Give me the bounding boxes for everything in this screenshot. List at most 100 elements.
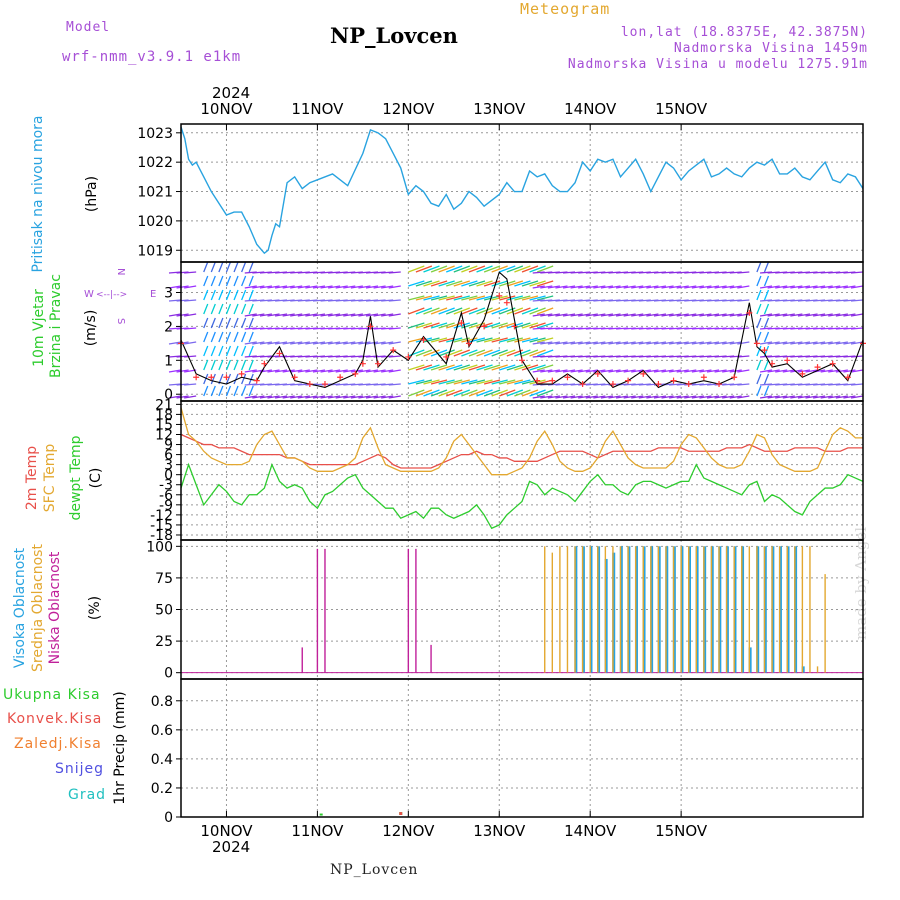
- wind-barb: [225, 289, 232, 301]
- wind-barb: [423, 265, 440, 273]
- wind-barb: [468, 389, 486, 397]
- cloud-bar: [581, 546, 585, 673]
- wind-barb: [305, 341, 318, 345]
- gust-marker: [511, 323, 518, 330]
- y-tick-label: 15: [155, 417, 173, 433]
- wind-barb: [267, 313, 280, 317]
- gust-marker: [746, 309, 753, 316]
- wind-barb: [373, 285, 386, 289]
- pressure-line: [180, 126, 864, 255]
- wind-barb: [570, 395, 583, 399]
- wind-barb: [483, 265, 501, 273]
- wind-barb: [438, 307, 455, 315]
- wind-barb: [763, 385, 770, 397]
- wind-barb: [499, 322, 516, 329]
- wind-barb: [775, 285, 788, 289]
- grid-layer: [181, 124, 863, 818]
- cloud-bar: [718, 546, 722, 673]
- wind-barb: [461, 280, 478, 287]
- wind-barb: [184, 395, 197, 399]
- wind-barb: [168, 285, 182, 289]
- wind-barb: [691, 369, 704, 373]
- wind-barb: [521, 389, 539, 397]
- wind-barb: [320, 369, 333, 373]
- wind-barb: [722, 341, 735, 345]
- wind-barb: [828, 285, 841, 289]
- wind-barb: [653, 285, 667, 289]
- wind-barb: [483, 349, 501, 357]
- gust-marker: [238, 370, 245, 377]
- gust-marker: [594, 370, 601, 377]
- wind-barb: [529, 337, 546, 343]
- wind-barb: [438, 349, 455, 357]
- wind-barb: [408, 307, 425, 315]
- gust-marker: [420, 336, 427, 343]
- wind-barb: [423, 307, 440, 315]
- wind-barb: [244, 313, 257, 317]
- wind-barb: [491, 349, 508, 357]
- wind-barb: [850, 271, 864, 274]
- wind-barb: [646, 369, 659, 373]
- wind-barb: [562, 395, 576, 399]
- cloud-bar: [725, 546, 729, 673]
- y-tick-label: 9: [164, 438, 173, 454]
- wind-barb: [699, 395, 712, 399]
- gust-marker: [814, 364, 821, 371]
- cloud-bar: [597, 546, 601, 673]
- wind-barb: [623, 313, 636, 317]
- wind-barb: [225, 373, 232, 385]
- wind-barb: [714, 285, 727, 289]
- wind-barb: [669, 313, 682, 317]
- wind-barb: [423, 349, 440, 357]
- wind-barb: [585, 285, 598, 289]
- wind-barb: [813, 313, 826, 317]
- wind-barb: [320, 395, 333, 399]
- wind-barb: [225, 331, 232, 343]
- wind-barb: [328, 395, 341, 399]
- wind-barb: [274, 285, 288, 289]
- wind-barb: [684, 369, 697, 373]
- station-title: NP_Lovcen: [330, 23, 458, 48]
- wind-barb: [540, 285, 553, 289]
- wind-barb: [365, 369, 379, 373]
- wind-barb: [373, 369, 386, 373]
- wind-barb: [714, 341, 727, 345]
- dewpt-line: [180, 462, 864, 530]
- wind-barb: [430, 280, 448, 287]
- wind-barb: [233, 373, 239, 385]
- wind-barb: [483, 379, 501, 385]
- wind-barb: [415, 280, 433, 287]
- lonlat-text: lon,lat (18.8375E, 42.3875N): [620, 25, 868, 40]
- y-tick-label: -3: [159, 478, 173, 494]
- wind-barb: [529, 307, 546, 315]
- wind-barb: [241, 289, 247, 301]
- gust-marker: [716, 381, 723, 388]
- day-label-top: 14NOV: [564, 100, 617, 118]
- wind-barb: [225, 275, 232, 287]
- wind-barb: [203, 289, 209, 301]
- wind-barb: [706, 341, 720, 345]
- wind-barb: [483, 322, 501, 329]
- wind-barb: [244, 369, 257, 373]
- wind-barb: [225, 345, 232, 357]
- compass-n: N: [115, 268, 126, 275]
- cloud-bar: [695, 546, 699, 673]
- wind-barb: [506, 295, 524, 301]
- wind-barb: [483, 295, 501, 301]
- y-tick-label: -9: [159, 498, 173, 514]
- y-tick-label: 1023: [137, 126, 173, 142]
- wind-barb: [756, 331, 762, 343]
- wind-barb: [813, 395, 826, 399]
- gust-marker: [625, 377, 632, 384]
- wind-barb: [241, 373, 247, 385]
- wind-barb: [328, 341, 341, 345]
- wind-barb: [615, 313, 629, 317]
- cloud-bar: [627, 546, 631, 673]
- wind-barb: [491, 307, 508, 315]
- wind-barb: [423, 389, 440, 397]
- y-tick-label: 25: [155, 634, 173, 650]
- wind-compass: W E N S <--|-->: [84, 268, 156, 324]
- wind-barb: [631, 369, 644, 373]
- wind-barb: [835, 395, 848, 399]
- wind-barb: [691, 341, 704, 345]
